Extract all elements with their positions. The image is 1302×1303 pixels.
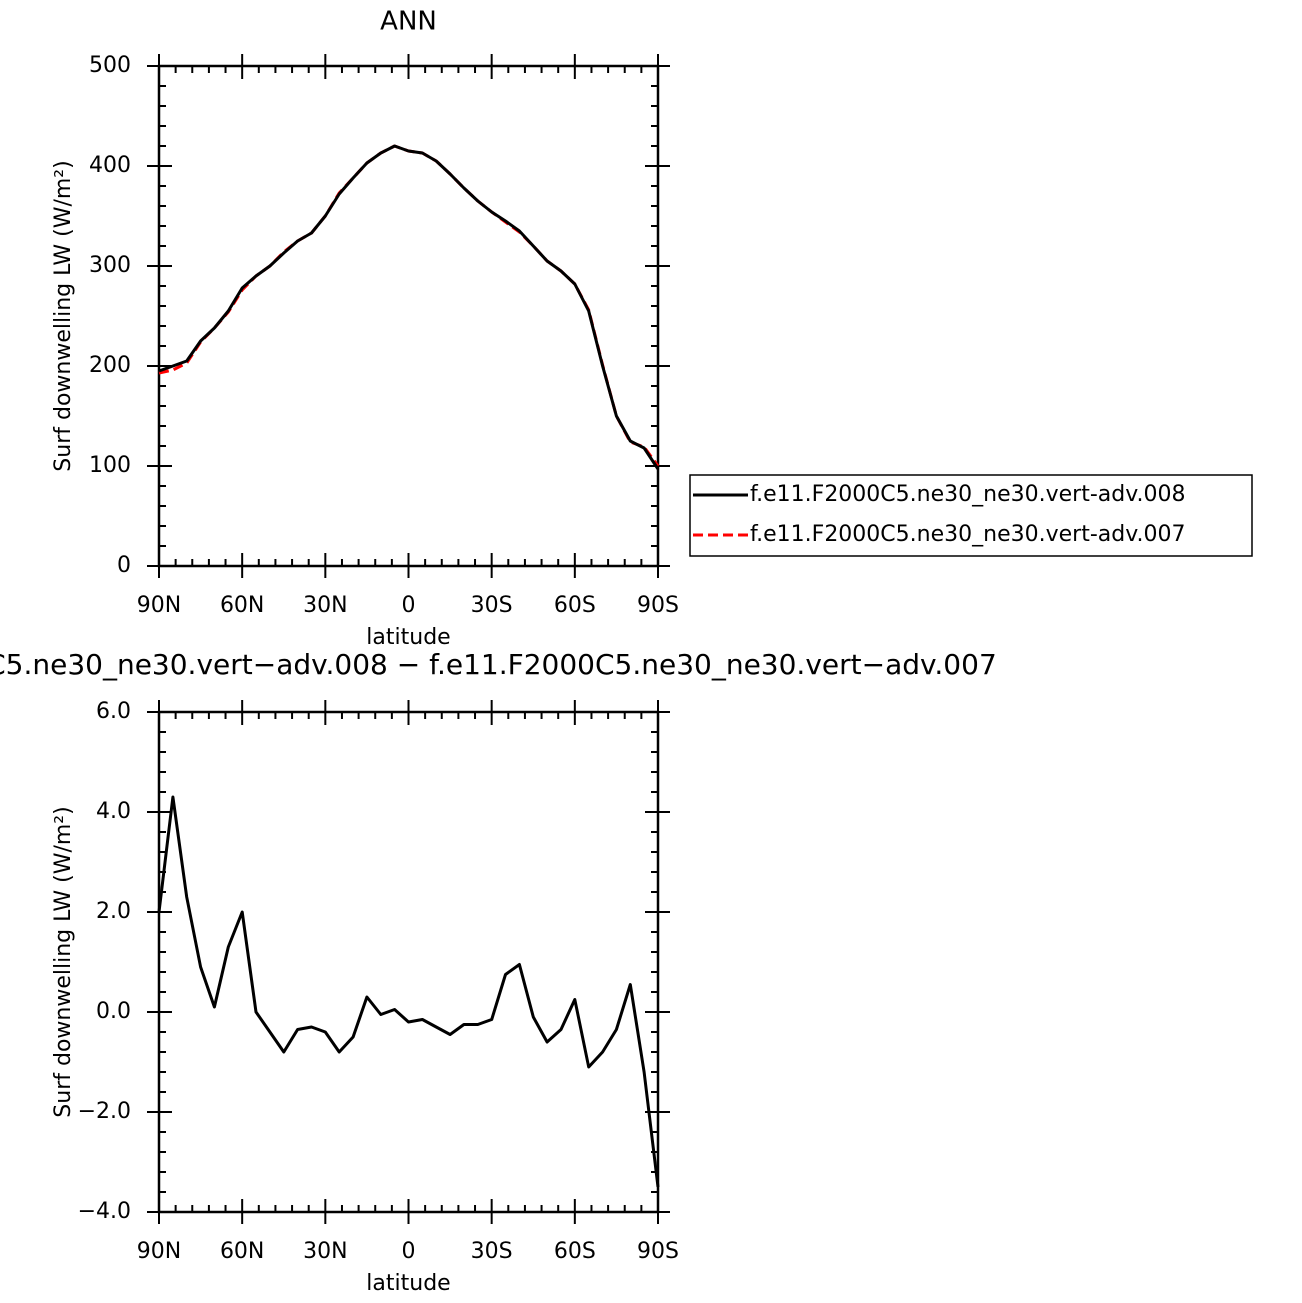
x-tick-label: 90N — [137, 1239, 181, 1264]
x-tick-label: 60S — [554, 1239, 596, 1264]
y-axis-label: Surf downwelling LW (W/m²) — [51, 806, 76, 1117]
data-line — [158, 144, 660, 467]
chart-title: f.e11.F2000C5.ne30_ne30.vert−adv.008 − f… — [0, 648, 997, 681]
y-tick-label: 0 — [117, 553, 131, 578]
x-axis-label: latitude — [366, 1271, 450, 1296]
legend-label: f.e11.F2000C5.ne30_ne30.vert-adv.007 — [750, 522, 1186, 547]
y-tick-label: 2.0 — [96, 899, 131, 924]
x-tick-label: 60N — [220, 1239, 264, 1264]
y-tick-label: 500 — [89, 53, 131, 78]
x-tick-label: 90S — [637, 593, 679, 618]
y-tick-label: 300 — [89, 253, 131, 278]
data-line — [157, 795, 660, 1188]
data-line — [158, 144, 660, 470]
y-tick-label: 6.0 — [96, 699, 131, 724]
x-tick-label: 30S — [471, 593, 513, 618]
y-tick-label: −2.0 — [78, 1099, 131, 1124]
chart-title: ANN — [380, 7, 437, 37]
x-tick-label: 0 — [402, 1239, 416, 1264]
y-tick-label: 4.0 — [96, 799, 131, 824]
y-tick-label: 400 — [89, 153, 131, 178]
x-tick-label: 30N — [303, 1239, 347, 1264]
x-tick-label: 60S — [554, 593, 596, 618]
x-axis-label: latitude — [366, 625, 450, 650]
x-tick-label: 90N — [137, 593, 181, 618]
x-tick-label: 30N — [303, 593, 347, 618]
y-axis-label: Surf downwelling LW (W/m²) — [51, 160, 76, 471]
plot-frame — [157, 710, 660, 1214]
legend: f.e11.F2000C5.ne30_ne30.vert-adv.008 f.e1… — [689, 474, 1253, 557]
y-tick-label: 0.0 — [96, 999, 131, 1024]
y-tick-label: 100 — [89, 453, 131, 478]
legend-label: f.e11.F2000C5.ne30_ne30.vert-adv.008 — [750, 482, 1186, 507]
legend-box — [689, 474, 1253, 557]
plot-frame — [157, 64, 660, 568]
y-tick-label: 200 — [89, 353, 131, 378]
x-tick-label: 90S — [637, 1239, 679, 1264]
x-tick-label: 30S — [471, 1239, 513, 1264]
x-tick-label: 0 — [402, 593, 416, 618]
x-tick-label: 60N — [220, 593, 264, 618]
y-tick-label: −4.0 — [78, 1199, 131, 1224]
